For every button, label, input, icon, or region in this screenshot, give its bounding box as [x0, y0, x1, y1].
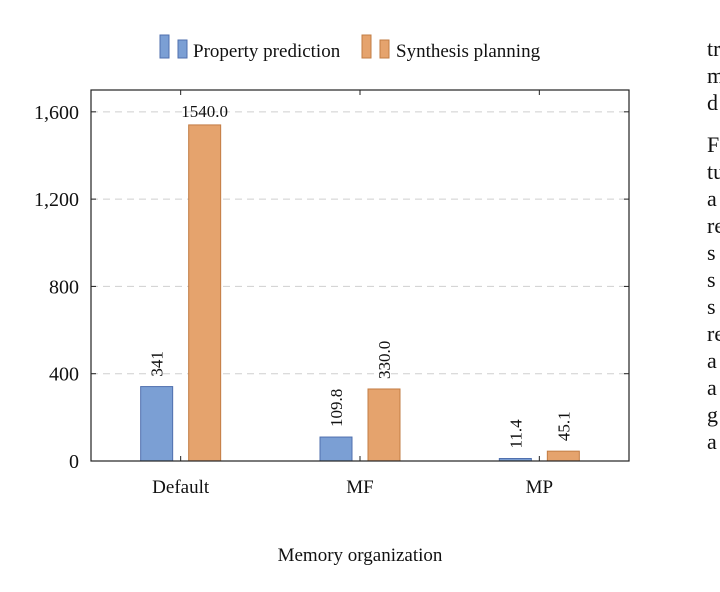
legend-swatch [159, 34, 170, 59]
data-label: 11.4 [506, 419, 525, 449]
text-line: re [707, 213, 720, 238]
paragraph-1: tr m d [707, 35, 720, 116]
text-line: a [707, 186, 717, 211]
bar-synthesis-planning [188, 124, 222, 462]
y-tick-label: 400 [49, 364, 79, 386]
bar-chart: 0 400 800 1,200 1,600 Default MF MP 341 1540.0 1… [34, 34, 630, 566]
y-tick-labels: 0 400 800 1,200 1,600 [34, 102, 79, 473]
x-axis-label: Memory organization [278, 545, 443, 566]
grid-lines [91, 111, 629, 375]
text-line: s [707, 294, 716, 319]
legend-swatch [379, 39, 390, 59]
text-line: tu [707, 159, 720, 184]
x-tick-label: Default [152, 477, 210, 498]
legend-swatch [361, 34, 372, 59]
text-line: s [707, 267, 716, 292]
text-line: a [707, 375, 717, 400]
bar-property-prediction [140, 386, 174, 462]
data-label: 1540.0 [181, 102, 228, 121]
text-line: g [707, 402, 718, 427]
x-tick-labels: Default MF MP [152, 477, 553, 498]
text-line: d [707, 90, 718, 115]
data-label: 341 [148, 351, 167, 377]
y-tick-label: 800 [49, 276, 79, 298]
legend-swatch [177, 39, 188, 59]
data-label: 330.0 [375, 341, 394, 379]
text-line: re [707, 321, 720, 346]
text-line: s [707, 240, 716, 265]
bar-synthesis-planning [367, 388, 401, 462]
x-tick-label: MF [346, 477, 373, 498]
data-label: 45.1 [554, 411, 573, 441]
text-line: tr [707, 36, 720, 61]
legend: Property prediction Synthesis planning [159, 34, 541, 62]
x-tick-label: MP [526, 477, 553, 498]
legend-label: Property prediction [193, 41, 341, 62]
text-line: a [707, 348, 717, 373]
data-labels: 341 1540.0 109.8 330.0 11.4 45.1 [148, 102, 574, 449]
bars [140, 124, 580, 462]
text-line: F [707, 132, 720, 157]
bar-synthesis-planning [546, 450, 580, 462]
y-tick-label: 1,200 [34, 189, 79, 211]
y-tick-label: 1,600 [34, 102, 79, 124]
data-label: 109.8 [327, 389, 346, 427]
text-line: a [707, 429, 717, 454]
legend-label: Synthesis planning [396, 41, 541, 62]
bar-property-prediction [319, 436, 353, 462]
text-line: m [707, 63, 720, 88]
y-tick-label: 0 [69, 451, 79, 473]
axis-ticks [91, 90, 629, 462]
